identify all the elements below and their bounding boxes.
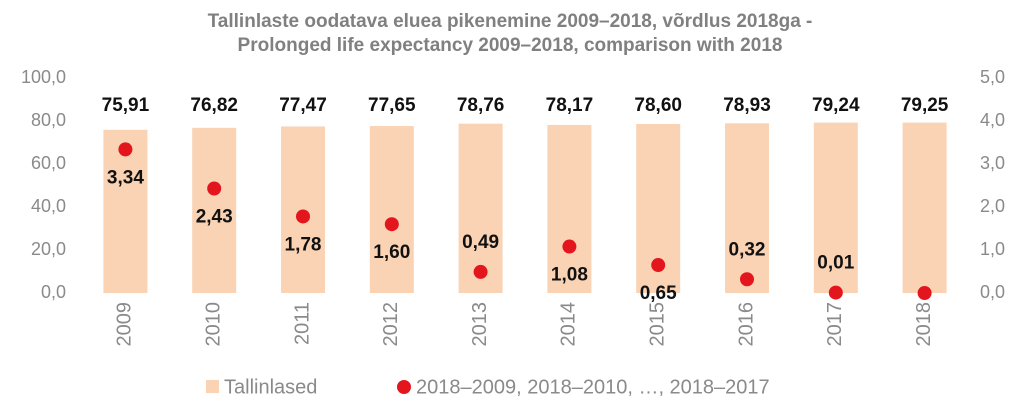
dot-value-label: 1,78 xyxy=(285,234,322,255)
chart-title: Tallinlaste oodatava eluea pikenemine 20… xyxy=(208,11,813,32)
bar xyxy=(103,129,148,293)
y-tick-label: 20,0 xyxy=(31,239,66,259)
x-tick-label: 2014 xyxy=(558,302,580,347)
dot xyxy=(651,258,666,273)
legend-swatch xyxy=(397,380,411,394)
y2-tick-label: 0,0 xyxy=(980,282,1005,302)
y2-tick-label: 1,0 xyxy=(980,239,1005,259)
bar-value-label: 78,93 xyxy=(723,95,771,116)
dot-value-label: 0,01 xyxy=(817,253,854,274)
x-tick-label: 2010 xyxy=(202,302,224,347)
x-tick-label: 2015 xyxy=(646,302,668,347)
y-tick-label: 80,0 xyxy=(31,110,66,130)
dot-value-label: 1,08 xyxy=(551,265,588,286)
x-tick-label: 2017 xyxy=(824,302,846,347)
dot xyxy=(562,239,577,254)
legend-label: 2018–2009, 2018–2010, …, 2018–2017 xyxy=(416,376,770,398)
dot xyxy=(296,209,310,224)
y-tick-label: 100,0 xyxy=(21,67,66,87)
dot xyxy=(384,217,399,232)
bar xyxy=(192,127,237,293)
dot-value-label: 0,32 xyxy=(729,239,766,260)
dot xyxy=(207,181,222,196)
dot xyxy=(740,272,754,287)
x-tick-label: 2016 xyxy=(735,302,757,347)
x-tick-label: 2009 xyxy=(114,302,136,347)
y-tick-label: 60,0 xyxy=(31,153,66,173)
bar-value-label: 77,47 xyxy=(279,95,327,116)
dot-value-label: 2,43 xyxy=(196,207,233,228)
x-tick-label: 2013 xyxy=(469,302,491,347)
dot-value-label: 0,65 xyxy=(640,283,677,304)
y2-tick-label: 3,0 xyxy=(980,153,1005,173)
bar-value-label: 79,24 xyxy=(812,95,860,116)
y-tick-label: 40,0 xyxy=(31,196,66,216)
dot xyxy=(473,264,488,279)
bar-value-label: 78,17 xyxy=(546,95,594,116)
chart-title: Prolonged life expectancy 2009–2018, com… xyxy=(238,35,783,56)
dot xyxy=(118,142,133,157)
legend-label: Tallinlased xyxy=(224,376,317,398)
y2-tick-label: 4,0 xyxy=(980,110,1005,130)
bar-value-label: 78,76 xyxy=(457,95,505,116)
bar xyxy=(813,122,858,293)
bar-value-label: 78,60 xyxy=(634,95,682,116)
dot-value-label: 3,34 xyxy=(107,167,144,188)
bar-value-label: 75,91 xyxy=(102,95,150,116)
y2-tick-label: 5,0 xyxy=(980,67,1005,87)
bar-value-label: 77,65 xyxy=(368,95,416,116)
bar xyxy=(725,123,769,293)
y-tick-label: 0,0 xyxy=(41,282,66,302)
bar xyxy=(902,122,947,293)
bar-value-label: 79,25 xyxy=(901,95,949,116)
legend-swatch xyxy=(206,380,219,393)
dot xyxy=(917,286,932,300)
x-tick-label: 2018 xyxy=(913,302,935,347)
bar xyxy=(458,123,503,293)
y2-tick-label: 2,0 xyxy=(980,196,1005,216)
bar xyxy=(547,124,592,293)
x-tick-label: 2012 xyxy=(380,302,402,347)
bar-value-label: 76,82 xyxy=(190,95,238,116)
x-tick-label: 2011 xyxy=(291,302,313,345)
dot-value-label: 0,49 xyxy=(462,232,499,253)
dot xyxy=(828,285,843,300)
bar xyxy=(369,126,414,294)
dot-value-label: 1,60 xyxy=(373,242,410,263)
